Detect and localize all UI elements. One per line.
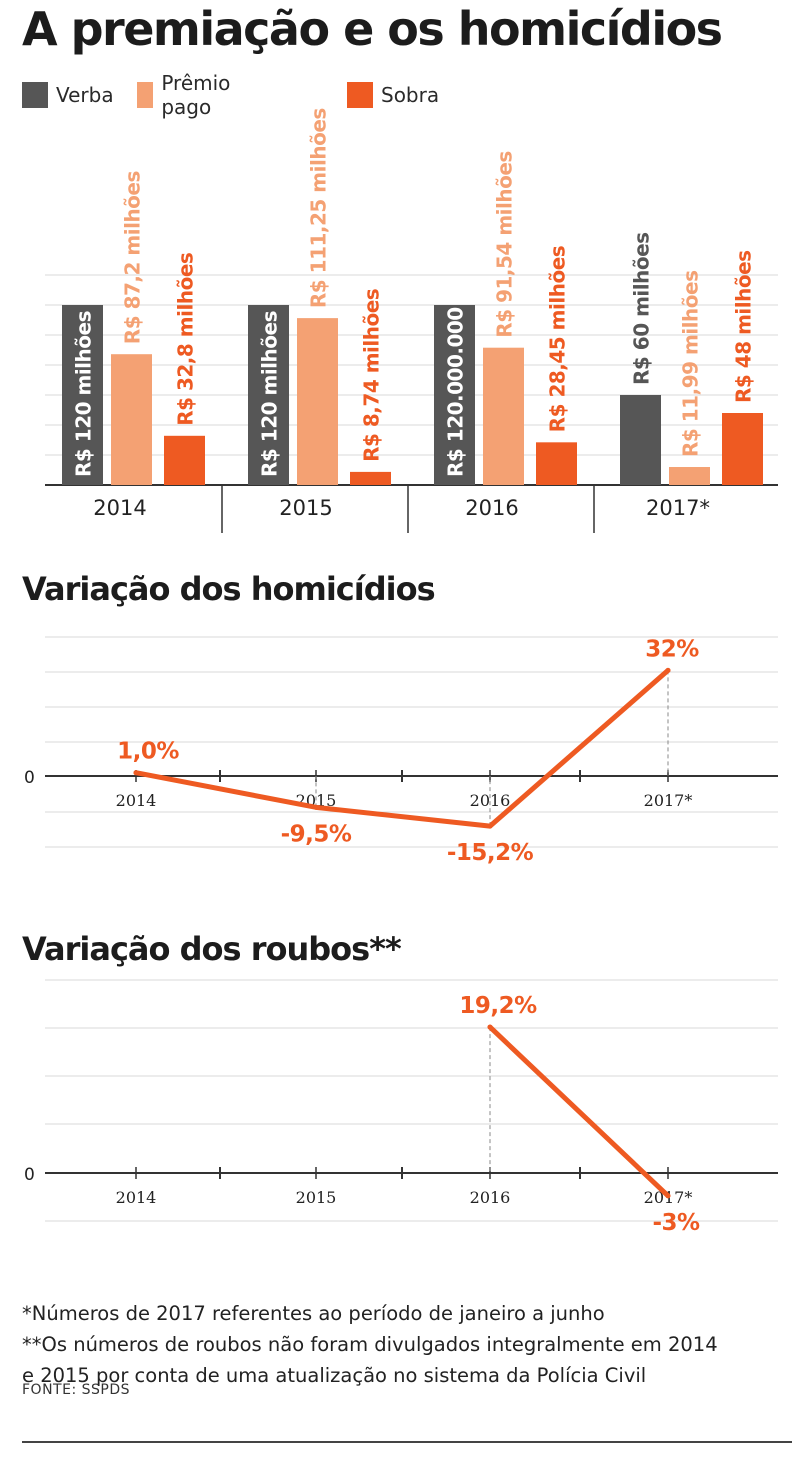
x-tick-label: 2014 <box>116 791 157 810</box>
bar-premio <box>297 318 338 485</box>
data-label-verba: R$ 120 milhões <box>258 311 282 477</box>
footnote-1: *Números de 2017 referentes ao período d… <box>22 1302 605 1325</box>
bar-sobra <box>164 435 205 485</box>
x-tick-label: 2016 <box>470 791 511 810</box>
data-label: 1,0% <box>117 739 179 765</box>
legend-item-verba: Verba <box>22 80 114 110</box>
bar-premio <box>483 347 524 485</box>
data-label-verba: R$ 120 milhões <box>72 311 96 477</box>
legend-item-premio: Prêmio pago <box>137 71 240 119</box>
legend-swatch-premio <box>137 82 154 108</box>
bottom-divider <box>22 1441 792 1443</box>
data-label-verba: R$ 60 milhões <box>630 232 654 385</box>
bar-sobra <box>722 413 763 485</box>
x-tick-label: 2014 <box>116 1188 157 1207</box>
x-tick-label: 2015 <box>296 1188 337 1207</box>
bar-verba <box>434 305 475 485</box>
bar-verba <box>620 395 661 485</box>
legend-swatch-sobra <box>347 82 373 108</box>
bar-premio <box>669 467 710 485</box>
bar-verba <box>248 305 289 485</box>
data-label-premio: R$ 91,54 milhões <box>493 151 517 338</box>
x-tick-label: 2017* <box>644 791 693 810</box>
data-point <box>665 667 671 673</box>
data-label-premio: R$ 87,2 milhões <box>121 171 145 344</box>
bar-verba <box>62 305 103 485</box>
data-label-sobra: R$ 32,8 milhões <box>174 253 198 426</box>
robberies-chart-title: Variação dos roubos** <box>22 930 402 968</box>
homicides-chart-title: Variação dos homicídios <box>22 570 436 608</box>
data-label-sobra: R$ 48 milhões <box>732 250 756 403</box>
x-tick-label: 2015 <box>279 496 332 520</box>
bar-sobra <box>350 471 391 485</box>
data-point <box>487 1024 493 1030</box>
data-point <box>487 823 493 829</box>
data-point <box>133 770 139 776</box>
bar-premio <box>111 354 152 485</box>
x-tick-label: 2016 <box>465 496 518 520</box>
legend-swatch-verba <box>22 82 48 108</box>
footnote-2: **Os números de roubos não foram divulga… <box>22 1333 718 1356</box>
footnote-3: e 2015 por conta de uma atualização no s… <box>22 1364 647 1387</box>
x-tick-label: 2016 <box>470 1188 511 1207</box>
data-point <box>313 804 319 810</box>
series-line <box>487 1024 671 1199</box>
series-line <box>133 667 671 829</box>
data-label: 32% <box>645 636 699 662</box>
data-label: 19,2% <box>459 993 537 1019</box>
data-label-premio: R$ 111,25 milhões <box>307 108 331 308</box>
data-label-sobra: R$ 28,45 milhões <box>546 246 570 433</box>
zero-label: 0 <box>24 1165 35 1185</box>
data-point <box>665 1193 671 1199</box>
source-credit: FONTE: SSPDS <box>22 1382 130 1398</box>
legend-item-sobra: Sobra <box>347 80 439 110</box>
page-title: A premiação e os homicídios <box>22 2 723 56</box>
zero-label: 0 <box>24 768 35 788</box>
data-label-verba: R$ 120.000.000 <box>444 307 468 477</box>
legend-label-verba: Verba <box>56 83 114 107</box>
x-tick-label: 2017* <box>646 496 710 520</box>
data-label: -9,5% <box>281 821 352 847</box>
data-label: -15,2% <box>447 840 534 866</box>
footnotes: *Números de 2017 referentes ao período d… <box>22 1298 782 1391</box>
x-tick-label: 2014 <box>93 496 146 520</box>
bar-sobra <box>536 442 577 485</box>
data-label-premio: R$ 11,99 milhões <box>679 270 703 457</box>
data-label: -3% <box>652 1210 700 1236</box>
legend-label-sobra: Sobra <box>381 83 440 107</box>
data-label-sobra: R$ 8,74 milhões <box>360 289 384 462</box>
legend-label-premio: Prêmio pago <box>161 71 231 119</box>
bar-chart: 2014 R$ 120 milhões R$ 87,2 milhões R$ 32,8… <box>45 108 778 533</box>
